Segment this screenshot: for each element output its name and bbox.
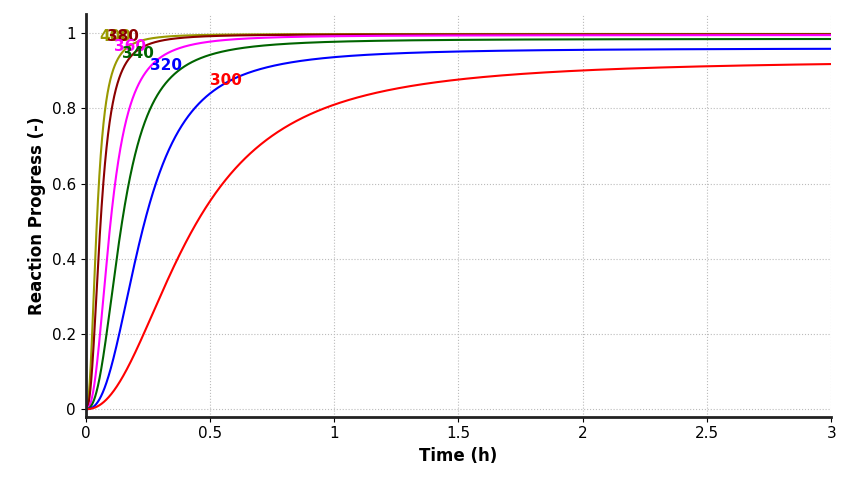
Text: 320: 320 (150, 58, 183, 73)
Text: 340: 340 (122, 46, 153, 61)
Text: 400: 400 (99, 29, 131, 45)
X-axis label: Time (h): Time (h) (419, 447, 498, 465)
Text: 300: 300 (210, 73, 242, 88)
Y-axis label: Reaction Progress (-): Reaction Progress (-) (28, 116, 46, 315)
Text: 380: 380 (107, 29, 139, 45)
Text: 360: 360 (114, 39, 147, 54)
